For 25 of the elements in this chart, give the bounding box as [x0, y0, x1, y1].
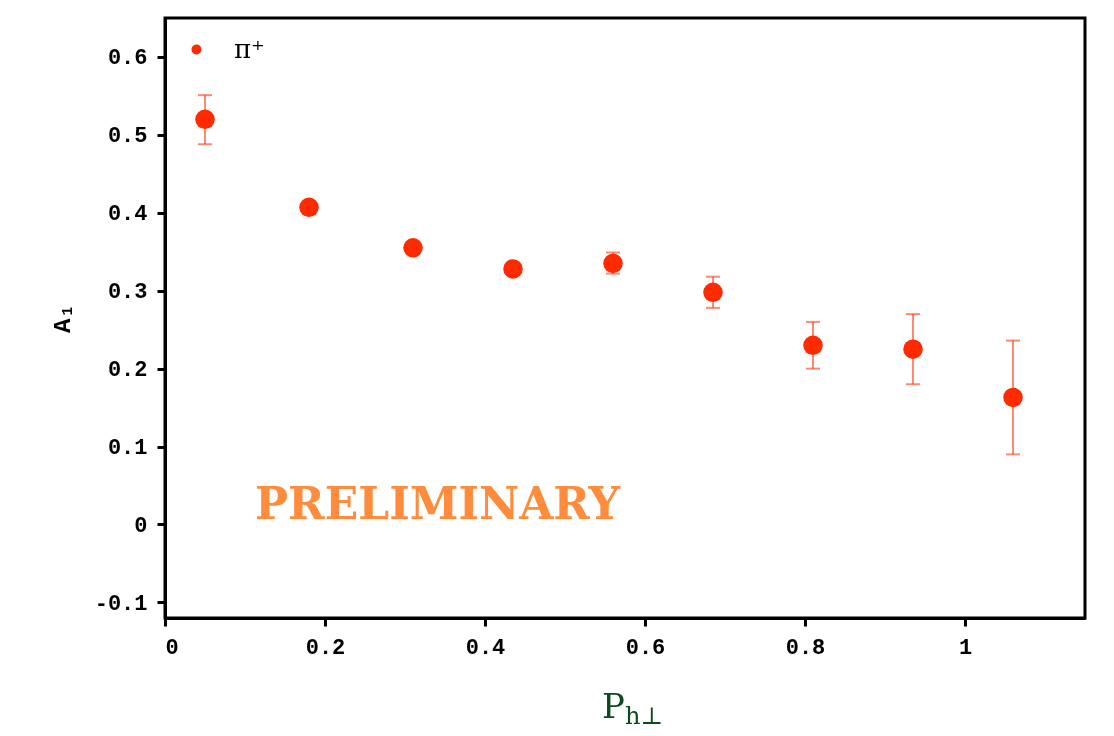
x-tick-label: 1 — [958, 635, 973, 661]
x-tick-label: 0.2 — [305, 635, 346, 661]
legend-label: π⁺ — [234, 33, 265, 64]
point — [299, 197, 319, 218]
y-tick-label: -0.1 — [94, 591, 148, 617]
y-tick-label: 0.2 — [107, 358, 148, 384]
point — [195, 109, 215, 130]
x-tick-label: 0.4 — [465, 635, 506, 661]
point — [1003, 387, 1023, 408]
x-tick-label: 0.8 — [785, 635, 826, 661]
point — [503, 259, 523, 279]
y-tick-label: 0.1 — [107, 436, 148, 462]
point — [903, 339, 923, 359]
annotation: PRELIMINARY — [255, 478, 621, 529]
x-tick-label: 0 — [165, 635, 179, 661]
point — [803, 335, 823, 355]
y-tick-label: 0.5 — [107, 124, 148, 150]
x-tick-label: 0.6 — [625, 635, 666, 661]
y-tick-label: 0.6 — [107, 46, 148, 72]
y-tick-label: 0 — [134, 513, 148, 539]
y-tick-label: 0.3 — [107, 280, 148, 306]
point — [403, 238, 423, 258]
point — [703, 282, 723, 303]
y-axis-title: A₁ — [49, 304, 77, 333]
y-tick-label: 0.4 — [107, 202, 148, 228]
